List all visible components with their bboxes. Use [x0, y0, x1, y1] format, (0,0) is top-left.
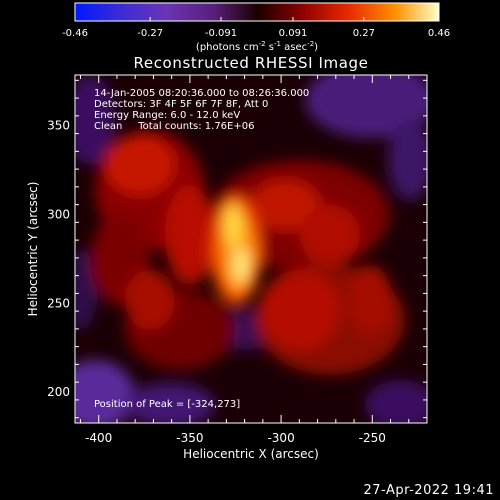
heatmap-image [75, 75, 427, 423]
x-axis-label: Heliocentric X (arcsec) [183, 447, 319, 461]
x-tick-label: -250 [359, 431, 386, 445]
plot-annotations: 14-Jan-2005 08:20:36.000 to 08:26:36.000… [94, 88, 309, 410]
y-axis-ticks: 200 250 300 350 [47, 79, 427, 419]
y-tick-label: 250 [47, 296, 70, 310]
x-tick-label: -400 [85, 431, 112, 445]
plot-axes: -400 -350 -300 -250 200 250 300 350 Heliocentr… [26, 74, 428, 461]
annotation-clean-counts: Clean Total counts: 1.76E+06 [94, 121, 254, 132]
x-tick-label: -350 [176, 431, 203, 445]
colorbar-tick-label: -0.091 [205, 28, 237, 39]
y-tick-label: 350 [47, 119, 70, 133]
colorbar-gradient [74, 2, 440, 22]
chart-title: Reconstructed RHESSI Image [134, 54, 369, 72]
x-tick-label: -300 [267, 431, 294, 445]
annotation-energy-range: Energy Range: 6.0 - 12.0 keV [94, 110, 240, 121]
colorbar-tick-label: 0.46 [428, 28, 450, 39]
annotation-time-range: 14-Jan-2005 08:20:36.000 to 08:26:36.000 [94, 88, 309, 99]
colorbar: -0.46 -0.27 -0.091 0.091 0.27 0.46 (photons c… [62, 2, 450, 53]
y-tick-label: 200 [47, 385, 70, 399]
x-axis-ticks: -400 -350 -300 -250 [79, 75, 428, 445]
colorbar-tick-label: 0.27 [353, 28, 375, 39]
colorbar-unit-label: (photons cm-2 s-1 asec-2) [196, 40, 318, 53]
colorbar-ticks: -0.46 -0.27 -0.091 0.091 0.27 0.46 [62, 17, 450, 39]
annotation-peak-position: Position of Peak = [-324,273] [94, 399, 240, 410]
y-tick-label: 300 [47, 207, 70, 221]
y-axis-label: Heliocentric Y (arcsec) [26, 182, 40, 317]
footer-timestamp: 27-Apr-2022 19:41 [363, 483, 494, 498]
plot-frame [74, 74, 428, 424]
colorbar-tick-label: 0.091 [279, 28, 308, 39]
colorbar-tick-label: -0.46 [62, 28, 88, 39]
colorbar-tick-label: -0.27 [137, 28, 163, 39]
annotation-detectors: Detectors: 3F 4F 5F 6F 7F 8F, Att 0 [94, 99, 268, 110]
